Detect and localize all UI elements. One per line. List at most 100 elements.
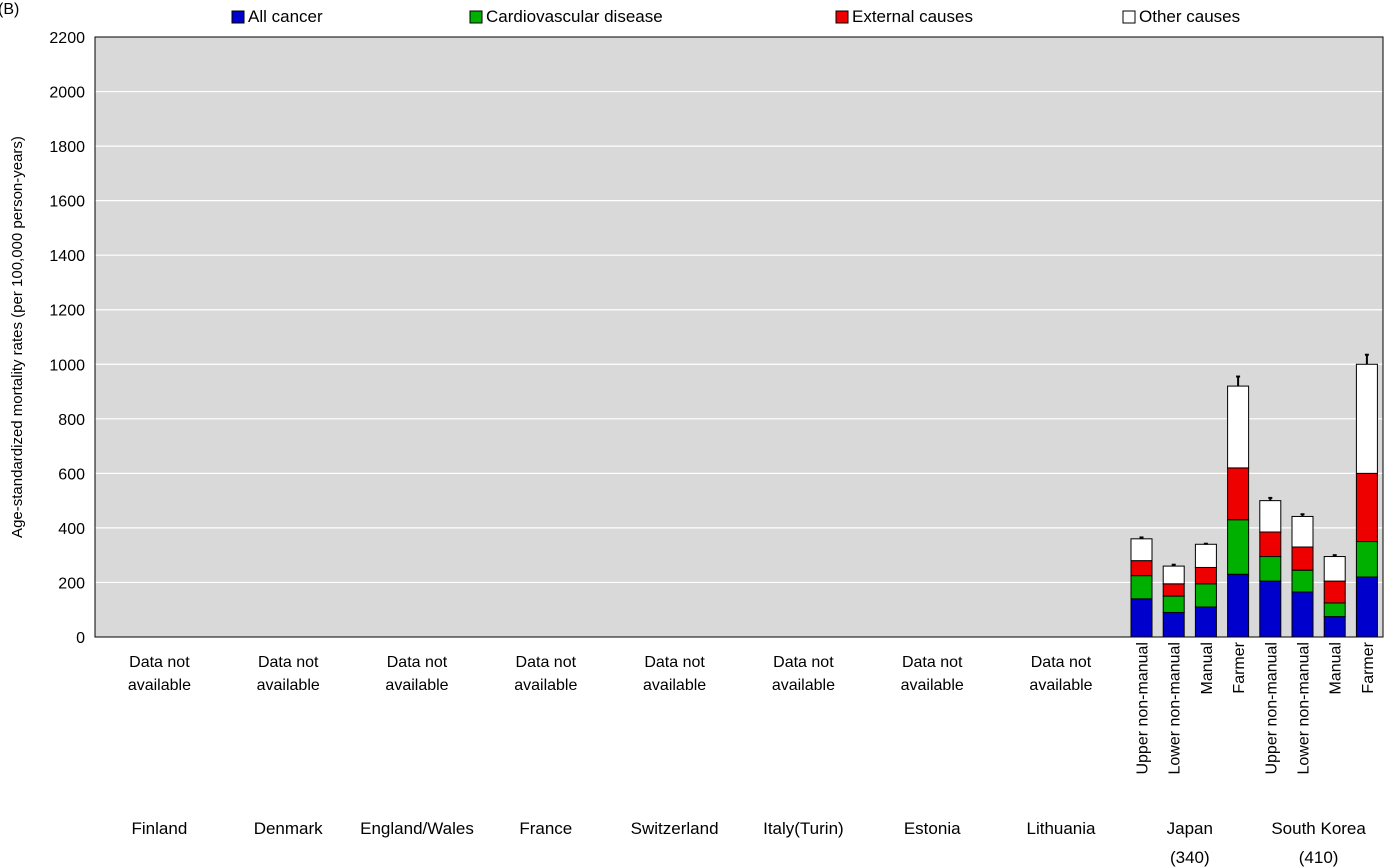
bar-segment bbox=[1130, 560, 1153, 577]
category-labels: Upper non-manual Lower non-manual Manual Fa… bbox=[1135, 641, 1377, 774]
bar-segment bbox=[1130, 575, 1153, 600]
legend-label-1: All cancer bbox=[248, 7, 323, 26]
y-tick-label: 400 bbox=[58, 521, 85, 538]
country-label: South Korea bbox=[1271, 819, 1366, 838]
plot-area bbox=[95, 37, 1383, 637]
y-tick-labels: 0 200 400 600 800 1000 1200 1400 1600 1800 2000 220… bbox=[49, 30, 85, 647]
category-label: Manual bbox=[1199, 642, 1216, 694]
y-tick-label: 0 bbox=[76, 630, 85, 647]
y-tick-label: 1800 bbox=[49, 139, 85, 156]
data-not-available-note: available bbox=[128, 677, 191, 694]
bar-segment bbox=[1162, 565, 1185, 585]
bar-segment bbox=[1130, 538, 1153, 562]
category-label: Upper non-manual bbox=[1263, 642, 1280, 775]
country-notes: Data not available Data not available Data n… bbox=[128, 654, 1093, 694]
category-label: Upper non-manual bbox=[1135, 642, 1152, 775]
country-label: France bbox=[519, 819, 572, 838]
bar-segment bbox=[1259, 580, 1282, 638]
legend-swatch-3 bbox=[835, 10, 849, 24]
legend-swatch-1 bbox=[231, 10, 245, 24]
y-tick-label: 800 bbox=[58, 412, 85, 429]
bar-segment bbox=[1323, 556, 1346, 582]
gridlines bbox=[95, 90, 1383, 584]
data-not-available-note: Data not bbox=[644, 654, 705, 671]
data-not-available-note: available bbox=[901, 677, 964, 694]
data-not-available-note: available bbox=[643, 677, 706, 694]
data-not-available-note: Data not bbox=[387, 654, 448, 671]
bar-segment bbox=[1259, 500, 1282, 533]
y-tick-label: 600 bbox=[58, 466, 85, 483]
y-tick-label: 2200 bbox=[49, 30, 85, 47]
bar-segment bbox=[1227, 385, 1250, 469]
bar-segment bbox=[1355, 363, 1378, 474]
category-label: Farmer bbox=[1360, 641, 1377, 693]
bars bbox=[1130, 363, 1378, 638]
legend-label-2: Cardiovascular disease bbox=[486, 7, 663, 26]
bar-segment bbox=[1323, 616, 1346, 638]
category-label: Lower non-manual bbox=[1167, 642, 1184, 775]
bar-segment bbox=[1227, 573, 1250, 638]
data-not-available-note: available bbox=[772, 677, 835, 694]
legend-label-4: Other causes bbox=[1139, 7, 1240, 26]
data-not-available-note: available bbox=[514, 677, 577, 694]
country-label: Finland bbox=[132, 819, 188, 838]
country-label: Denmark bbox=[254, 819, 323, 838]
category-label: Manual bbox=[1328, 642, 1345, 694]
bar-segment bbox=[1355, 541, 1378, 578]
category-label: Lower non-manual bbox=[1296, 642, 1313, 775]
error-bars bbox=[1139, 353, 1369, 567]
category-label: Farmer bbox=[1231, 641, 1248, 693]
data-not-available-note: available bbox=[257, 677, 320, 694]
bar-segment bbox=[1194, 566, 1217, 585]
panel-label-fragment: (B) bbox=[0, 1, 19, 18]
bar-segment bbox=[1323, 580, 1346, 604]
data-not-available-note: Data not bbox=[773, 654, 834, 671]
y-tick-label: 1400 bbox=[49, 248, 85, 265]
bar-segment bbox=[1323, 602, 1346, 618]
bar-segment bbox=[1194, 543, 1217, 568]
data-not-available-note: Data not bbox=[258, 654, 319, 671]
y-axis-label: Age-standardized mortality rates (per 10… bbox=[9, 136, 26, 538]
bar-segment bbox=[1291, 515, 1314, 548]
country-label: England/Wales bbox=[360, 819, 474, 838]
bar-segment bbox=[1259, 556, 1282, 582]
y-tick-label: 200 bbox=[58, 575, 85, 592]
bar-segment bbox=[1130, 598, 1153, 638]
bar-segment bbox=[1194, 583, 1217, 608]
data-not-available-note: Data not bbox=[1031, 654, 1092, 671]
country-label: Lithuania bbox=[1026, 819, 1096, 838]
data-not-available-note: Data not bbox=[516, 654, 577, 671]
country-labels: Finland Denmark England/Wales France Switzer… bbox=[132, 819, 1367, 867]
bar-segment bbox=[1291, 569, 1314, 593]
legend: All cancer Cardiovascular disease External… bbox=[231, 7, 1240, 26]
bar-segment bbox=[1355, 576, 1378, 638]
bar-segment bbox=[1227, 519, 1250, 575]
plot-border bbox=[94, 36, 1384, 638]
country-label: Estonia bbox=[904, 819, 961, 838]
y-tick-label: 1000 bbox=[49, 357, 85, 374]
bar-segment bbox=[1194, 606, 1217, 638]
bar-segment bbox=[1162, 611, 1185, 638]
data-not-available-note: available bbox=[1029, 677, 1092, 694]
y-tick-label: 1600 bbox=[49, 194, 85, 211]
bar-segment bbox=[1227, 467, 1250, 521]
legend-swatch-4 bbox=[1122, 10, 1136, 24]
bar-segment bbox=[1162, 595, 1185, 613]
data-not-available-note: Data not bbox=[902, 654, 963, 671]
legend-label-3: External causes bbox=[852, 7, 973, 26]
bar-segment bbox=[1162, 583, 1185, 597]
country-sample-label: (340) bbox=[1170, 848, 1210, 867]
country-label: Japan bbox=[1167, 819, 1213, 838]
y-tick-label: 1200 bbox=[49, 303, 85, 320]
y-tick-label: 2000 bbox=[49, 85, 85, 102]
bar-segment bbox=[1291, 546, 1314, 571]
country-sample-label: (410) bbox=[1299, 848, 1339, 867]
bar-segment bbox=[1355, 472, 1378, 543]
country-label: Switzerland bbox=[631, 819, 719, 838]
data-not-available-note: Data not bbox=[129, 654, 190, 671]
bar-segment bbox=[1259, 531, 1282, 558]
data-not-available-note: available bbox=[385, 677, 448, 694]
bar-segment bbox=[1291, 591, 1314, 638]
country-label: Italy(Turin) bbox=[763, 819, 844, 838]
